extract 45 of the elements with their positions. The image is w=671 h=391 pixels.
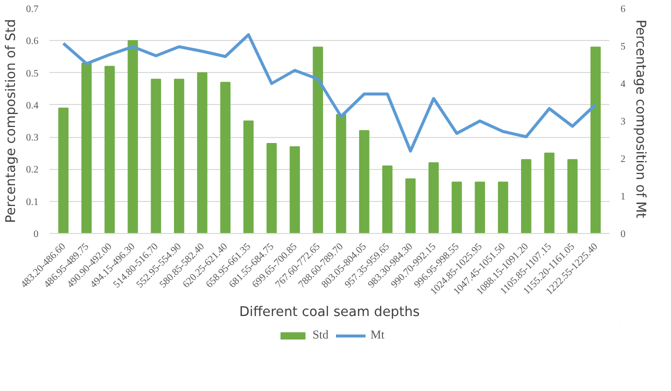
- y-tick-label: 0: [34, 229, 38, 240]
- y2-tick-label: 4: [620, 79, 626, 90]
- y-tick-label: 0.1: [26, 196, 38, 208]
- bar: [104, 66, 115, 234]
- bar: [590, 46, 601, 234]
- bar: [312, 46, 324, 234]
- y2-axis-title: Percentage composition of Mt: [632, 20, 648, 218]
- bar: [220, 82, 230, 234]
- bar: [428, 162, 439, 234]
- bar: [567, 159, 578, 234]
- line-series: [62, 33, 598, 152]
- y-tick-label: 0.7: [26, 4, 38, 15]
- bar: [150, 78, 162, 234]
- bar: [474, 182, 486, 234]
- bar: [243, 120, 254, 234]
- bar: [521, 159, 532, 234]
- bar: [452, 182, 462, 234]
- bar: [544, 152, 554, 234]
- bar: [382, 166, 392, 234]
- legend-label: Std: [312, 328, 330, 342]
- bar: [81, 62, 92, 234]
- bar: [336, 114, 346, 234]
- y-tick-label: 0.5: [26, 68, 38, 80]
- bar: [359, 130, 370, 234]
- y-axis-title: Percentage composition of Std: [4, 19, 19, 223]
- bar: [58, 108, 69, 234]
- y2-tick-label: 6: [620, 4, 626, 15]
- y2-tick-label: 2: [620, 154, 626, 165]
- y-tick-label: 0.2: [26, 164, 38, 176]
- x-axis-title: Different coal seam depths: [239, 304, 420, 320]
- bar: [197, 72, 208, 234]
- bar: [498, 182, 508, 234]
- y-tick-label: 0.3: [26, 132, 38, 144]
- legend-label: Mt: [370, 328, 386, 342]
- y2-tick-label: 3: [620, 116, 626, 128]
- bar: [174, 78, 184, 234]
- bar: [290, 146, 300, 234]
- y-tick-label: 0.6: [26, 36, 38, 48]
- y2-tick-label: 1: [620, 192, 626, 202]
- bar: [405, 178, 416, 234]
- y2-tick-label: 0: [620, 229, 626, 240]
- bar: [266, 143, 277, 234]
- y-tick-label: 0.4: [26, 100, 38, 112]
- bar: [128, 40, 138, 234]
- y2-tick-label: 5: [620, 42, 626, 52]
